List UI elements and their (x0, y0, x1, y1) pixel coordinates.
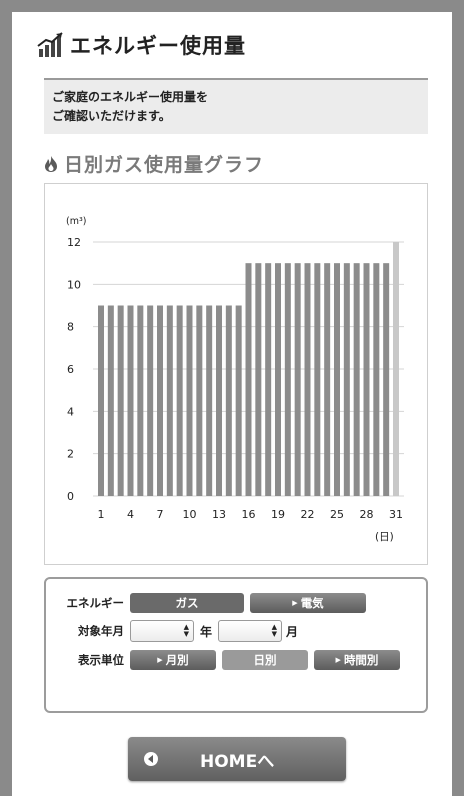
y-tick-label: 12 (67, 236, 81, 249)
section-header: 日別ガス使用量グラフ (44, 150, 264, 177)
bar-day-9 (176, 305, 183, 496)
bar-day-20 (284, 263, 291, 496)
bar-day-16 (245, 263, 252, 496)
daily-button[interactable]: 日別 (222, 650, 308, 670)
description-line-2: ご確認いただけます。 (52, 109, 171, 123)
bar-day-3 (117, 305, 124, 496)
bar-day-15 (235, 305, 242, 496)
gas-usage-chart: 0 2 4 6 8 10 12 (m³) 1 4 7 10 13 16 19 22 25 28 31 (日) (44, 183, 428, 565)
bar-day-24 (324, 263, 331, 496)
select-spinner-icon: ▲ ▼ (271, 623, 278, 638)
bar-day-14 (225, 305, 232, 496)
unit-label: 表示単位 (78, 653, 124, 667)
energy-label: エネルギー (66, 596, 125, 610)
description-line-1: ご家庭のエネルギー使用量を (52, 90, 209, 104)
section-title: 日別ガス使用量グラフ (64, 154, 265, 176)
x-tick-label: 13 (212, 508, 226, 521)
bar-day-13 (216, 305, 222, 496)
gas-button-label: ガス (175, 596, 199, 610)
page-header: エネルギー使用量 (36, 30, 246, 60)
x-tick-label: 22 (301, 508, 315, 521)
hourly-button-label: 時間別 (343, 653, 379, 667)
bar-day-22 (304, 263, 311, 496)
bar-day-6 (147, 305, 154, 496)
year-unit: 年 (200, 624, 213, 639)
y-tick-label: 10 (67, 278, 81, 291)
bar-day-11 (196, 305, 203, 496)
arrow-right-icon: ▶ (335, 656, 341, 664)
x-tick-label: 19 (271, 508, 285, 521)
bar-day-17 (255, 263, 262, 496)
period-row: 対象年月 ▲ ▼ 年 ▲ ▼ 月 (46, 620, 304, 642)
bar-day-31 (393, 242, 399, 496)
electric-button[interactable]: ▶ 電気 (250, 593, 366, 613)
monthly-button-label: 月別 (165, 653, 189, 667)
select-spinner-icon: ▲ ▼ (183, 623, 189, 638)
bar-day-29 (373, 263, 380, 496)
bar-day-7 (157, 305, 163, 496)
back-arrow-icon (144, 752, 158, 766)
display-unit-row: 表示単位 ▶ 月別 日別 ▶ 時間別 (46, 650, 400, 670)
home-button[interactable]: HOMEへ (128, 737, 346, 781)
flame-icon (45, 155, 57, 172)
electric-button-label: 電気 (300, 596, 324, 610)
bar-day-28 (363, 263, 370, 496)
monthly-button[interactable]: ▶ 月別 (130, 650, 216, 670)
bar-day-19 (275, 263, 281, 496)
chart-svg: 0 2 4 6 8 10 12 (m³) 1 4 7 10 13 16 19 22 25 28 31 (日) (66, 216, 404, 543)
x-tick-label: 31 (389, 508, 403, 521)
page-title: エネルギー使用量 (70, 34, 246, 58)
y-tick-label: 8 (67, 321, 74, 334)
y-axis-label: (m³) (66, 216, 86, 227)
bar-day-26 (343, 263, 350, 496)
bar-day-23 (314, 263, 321, 496)
arrow-right-icon: ▶ (157, 656, 163, 664)
arrow-right-icon: ▶ (292, 599, 298, 607)
bar-day-21 (294, 263, 301, 496)
description-box: ご家庭のエネルギー使用量を ご確認いただけます。 (44, 80, 428, 134)
controls-panel: エネルギー ガス ▶ 電気 対象年月 ▲ ▼ 年 ▲ ▼ 月 表示単位 ▶ 月別 日… (44, 577, 428, 713)
bar-day-12 (206, 305, 213, 496)
bar-day-4 (127, 305, 134, 496)
y-tick-label: 4 (67, 405, 74, 418)
month-unit: 月 (286, 624, 299, 639)
x-tick-label: 10 (183, 508, 197, 521)
y-tick-label: 2 (67, 448, 74, 461)
bar-day-2 (107, 305, 114, 496)
daily-button-label: 日別 (253, 653, 277, 667)
gas-button[interactable]: ガス (130, 593, 244, 613)
energy-chart-icon (37, 32, 63, 57)
x-axis-label: (日) (375, 531, 394, 543)
x-tick-label: 7 (157, 508, 164, 521)
bar-day-27 (353, 263, 360, 496)
x-tick-label: 16 (242, 508, 256, 521)
x-tick-label: 4 (127, 508, 134, 521)
bar-day-8 (166, 305, 173, 496)
bar-day-30 (383, 263, 390, 496)
month-select[interactable]: ▲ ▼ (218, 620, 283, 642)
energy-row: エネルギー ガス ▶ 電気 (46, 593, 366, 613)
header-divider (44, 78, 428, 80)
bar-day-10 (186, 305, 193, 496)
hourly-button[interactable]: ▶ 時間別 (314, 650, 400, 670)
bar-day-18 (265, 263, 272, 496)
bar-day-1 (98, 305, 104, 496)
home-button-label: HOMEへ (200, 751, 275, 772)
y-tick-label: 0 (67, 490, 74, 503)
x-tick-label: 25 (330, 508, 344, 521)
bar-day-25 (334, 263, 340, 496)
year-select[interactable]: ▲ ▼ (130, 620, 194, 642)
x-tick-label: 1 (98, 508, 105, 521)
bar-day-5 (137, 305, 144, 496)
y-tick-label: 6 (67, 363, 74, 376)
period-label: 対象年月 (78, 624, 124, 638)
x-tick-label: 28 (360, 508, 374, 521)
